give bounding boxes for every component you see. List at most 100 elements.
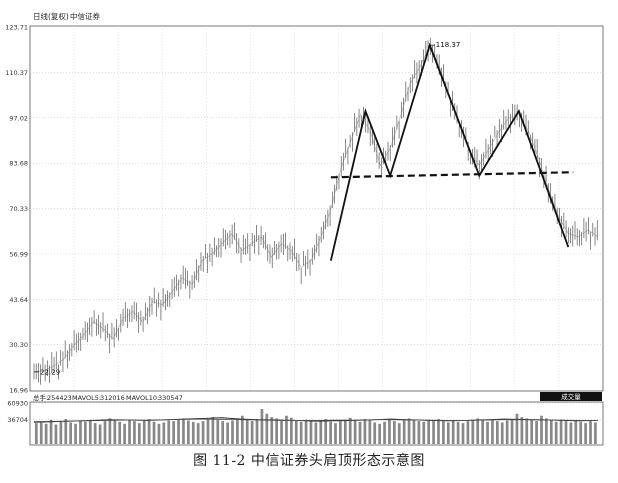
volume-y-tick-label: 36704: [7, 416, 28, 424]
volume-bar: [54, 424, 58, 444]
volume-bar: [216, 419, 220, 444]
volume-bar: [304, 419, 308, 444]
chart-svg: 日线(复权) 中信证券 123.71 110.37 97.02 83.68 70.33 5…: [5, 11, 604, 446]
volume-bar: [500, 422, 504, 444]
volume-bar: [446, 422, 450, 444]
volume-bar: [564, 421, 568, 444]
volume-bar: [343, 419, 347, 444]
volume-bar: [476, 418, 480, 444]
volume-bar: [363, 419, 367, 444]
volume-bar: [353, 420, 357, 444]
y-tick-label: 30.30: [9, 341, 28, 349]
y-tick-label: 123.71: [5, 24, 28, 32]
volume-bar: [177, 419, 180, 444]
mavol5-value: 312016: [100, 394, 125, 402]
volume-bar: [191, 421, 195, 444]
volume-bar: [260, 409, 264, 444]
volume-bar: [172, 421, 175, 444]
high-price-label: 118.37: [436, 41, 461, 49]
volume-bar: [49, 419, 53, 444]
volume-bar: [481, 420, 484, 444]
volume-bar: [368, 420, 372, 444]
volume-bar: [79, 420, 82, 444]
volume-bar: [98, 424, 102, 444]
volume-bar: [520, 417, 524, 444]
volume-bar: [201, 421, 205, 444]
volume-y-tick-label: 60930: [7, 400, 28, 408]
volume-bar: [319, 420, 323, 444]
volume-total-value: 254423: [47, 394, 72, 402]
volume-bar: [280, 419, 283, 444]
volume-bar: [383, 421, 386, 444]
volume-bar: [442, 421, 445, 444]
volume-bar: [103, 421, 107, 444]
neckline: [330, 171, 574, 179]
volume-bar: [187, 420, 190, 444]
price-line: [33, 44, 599, 373]
volume-bar: [584, 423, 587, 444]
volume-bar: [495, 421, 499, 444]
volume-bar: [510, 419, 514, 444]
volume-bar: [157, 423, 161, 444]
volume-bar: [471, 419, 475, 444]
volume-bar: [407, 418, 411, 444]
volume-bar: [417, 421, 421, 444]
volume-bar: [486, 421, 489, 444]
volume-indicator-label: 成交量: [561, 392, 581, 401]
header-group: 日线(复权) 中信证券: [33, 11, 100, 21]
volume-bar: [275, 418, 278, 444]
volume-bar: [412, 419, 416, 444]
volume-bar: [39, 421, 43, 444]
volume-bars: [34, 409, 597, 444]
volume-bar: [554, 421, 558, 444]
pattern-overlay: [34, 42, 574, 373]
volume-bar: [432, 420, 435, 444]
volume-bar: [133, 421, 136, 444]
volume-bar: [221, 421, 225, 444]
low-price-label: 22.29: [40, 368, 60, 376]
volume-bar: [589, 421, 592, 444]
volume-bar: [88, 419, 92, 444]
volume-bar: [422, 421, 426, 444]
volume-bar: [142, 420, 146, 444]
volume-bar: [240, 415, 244, 444]
volume-bar: [378, 423, 381, 444]
volume-bar: [515, 413, 519, 444]
y-tick-label: 16.96: [9, 387, 28, 395]
volume-bar: [574, 420, 578, 444]
price-annotations: 118.37 22.29: [40, 41, 460, 376]
mavol10-value: 330547: [158, 394, 183, 402]
volume-bar: [451, 420, 455, 444]
volume-bar: [128, 419, 131, 444]
volume-bar: [59, 421, 63, 444]
chart-mode-label: 日线(复权): [33, 11, 69, 21]
volume-bar: [540, 415, 543, 444]
volume-indicator-button[interactable]: [540, 392, 602, 401]
volume-bar: [236, 418, 239, 444]
volume-bar: [152, 421, 156, 444]
volume-bar: [559, 419, 563, 444]
volume-bar: [226, 422, 229, 444]
volume-bar: [505, 420, 509, 444]
y-tick-label: 83.68: [9, 160, 28, 168]
volume-bar: [373, 422, 377, 444]
price-y-axis: 123.71 110.37 97.02 83.68 70.33 56.99 43.64 30.…: [5, 24, 28, 395]
volume-bar: [167, 420, 171, 444]
volume-ma-lines: [33, 417, 599, 423]
volume-bar: [569, 422, 573, 444]
volume-bar: [334, 423, 337, 444]
volume-bar: [84, 421, 87, 444]
mavol10-label: MAVOL10:: [126, 394, 159, 402]
volume-bar: [64, 419, 68, 444]
volume-bar: [231, 420, 234, 444]
volume-bar: [339, 421, 342, 444]
volume-bar: [545, 418, 548, 444]
volume-bar: [530, 419, 534, 444]
volume-bar: [397, 423, 401, 444]
volume-bar: [93, 423, 97, 444]
volume-bar: [491, 419, 494, 444]
price-series: [33, 37, 599, 385]
volume-bar: [34, 423, 38, 444]
volume-bar: [549, 420, 553, 444]
